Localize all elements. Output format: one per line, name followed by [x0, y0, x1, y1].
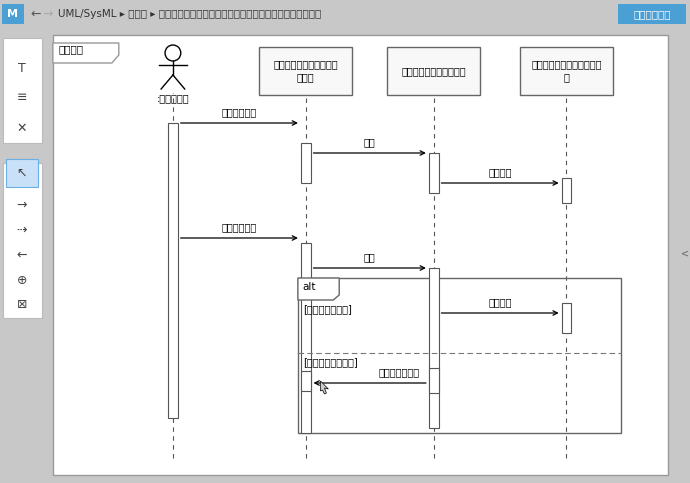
Bar	[618, 4, 686, 24]
Text: [車速＜一定速度]: [車速＜一定速度]	[303, 304, 352, 314]
Text: ドアスイッチ：スイッチ
パネル: ドアスイッチ：スイッチ パネル	[273, 59, 338, 83]
Bar	[520, 47, 613, 95]
Bar	[6, 159, 38, 187]
Text: ⊕: ⊕	[17, 273, 27, 286]
Text: :ドライバー: :ドライバー	[157, 93, 189, 103]
Text: M: M	[8, 9, 19, 19]
Bar	[428, 153, 439, 193]
Bar	[428, 268, 439, 428]
Text: ←: ←	[30, 8, 41, 20]
Text: →: →	[42, 8, 52, 20]
Text: シーケンス図: シーケンス図	[633, 9, 671, 19]
Bar	[3, 163, 42, 318]
Text: [車速＞＝一定速度]: [車速＞＝一定速度]	[303, 357, 357, 367]
Text: alt: alt	[303, 282, 316, 292]
Polygon shape	[298, 278, 339, 300]
Bar	[562, 178, 571, 203]
Text: ↖: ↖	[17, 167, 27, 180]
Text: →: →	[17, 199, 27, 212]
Text: ⊠: ⊠	[17, 298, 27, 312]
Text: ←: ←	[17, 248, 27, 261]
Bar	[298, 278, 620, 433]
Text: <: <	[681, 249, 689, 258]
Text: スイッチ操作: スイッチ操作	[221, 222, 257, 232]
Bar	[562, 303, 571, 333]
Text: ✕: ✕	[17, 122, 27, 134]
Text: ドアロック：アクチュエー
タ: ドアロック：アクチュエー タ	[531, 59, 602, 83]
Bar	[259, 47, 353, 95]
Bar	[428, 368, 439, 393]
Bar	[3, 38, 42, 143]
Text: 解逢動作: 解逢動作	[489, 297, 512, 307]
Bar	[387, 47, 480, 95]
Text: ≡: ≡	[17, 91, 27, 104]
Bar	[168, 123, 178, 418]
Text: スイッチ操作: スイッチ操作	[221, 107, 257, 117]
Text: キャンセル通知: キャンセル通知	[379, 367, 420, 377]
Text: UML/SysML ▸ モデル ▸ コンポーネント間シーケンス図（複合フラグメント追加）: UML/SysML ▸ モデル ▸ コンポーネント間シーケンス図（複合フラグメン…	[58, 9, 322, 19]
Text: 施逢: 施逢	[364, 137, 375, 147]
Text: フレーム: フレーム	[59, 44, 83, 54]
Polygon shape	[321, 381, 328, 394]
Text: 解逢: 解逢	[364, 252, 375, 262]
Text: 施逢動作: 施逢動作	[489, 167, 512, 177]
Polygon shape	[53, 43, 119, 63]
Bar	[301, 371, 310, 391]
Bar	[2, 4, 24, 24]
Text: ⇢: ⇢	[17, 224, 27, 237]
Bar	[301, 243, 310, 433]
Text: ドア制御：コントローラ: ドア制御：コントローラ	[402, 66, 466, 76]
Bar	[301, 143, 310, 183]
Text: T: T	[18, 61, 26, 74]
